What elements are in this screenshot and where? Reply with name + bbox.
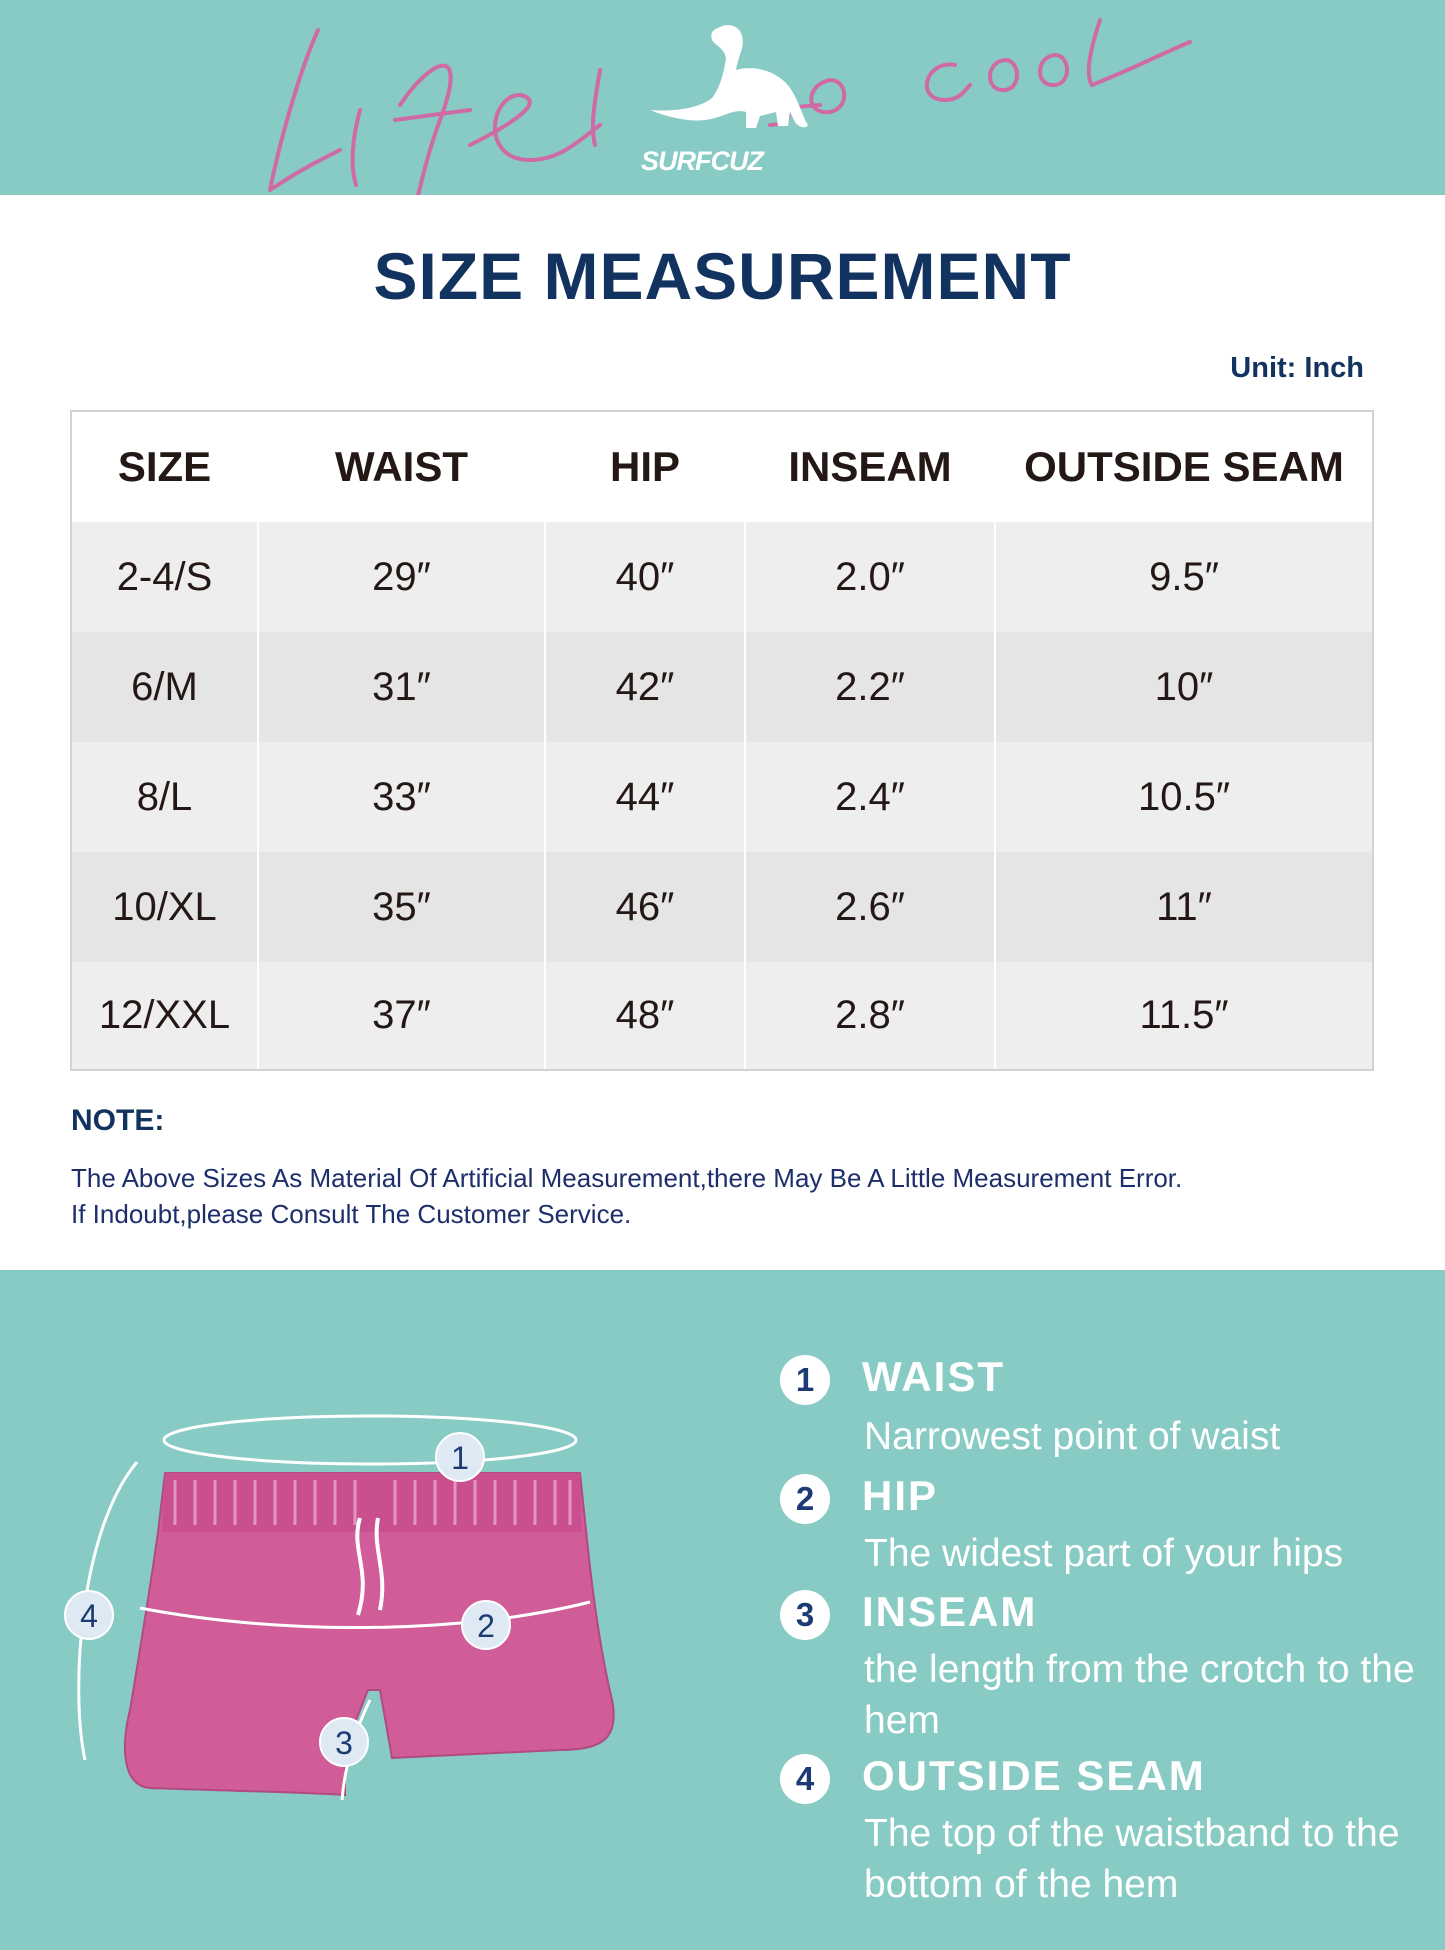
cell-outside-seam: 10.5″ [1137, 774, 1230, 819]
cell-size: 8/L [72, 742, 259, 852]
shorts-diagram: 1 2 3 4 [64, 1414, 615, 1801]
cell-waist: 31″ [259, 632, 546, 742]
cell-hip: 40″ [546, 522, 746, 632]
cell-outside-seam: 11.5″ [1139, 993, 1229, 1037]
hip-line [139, 1600, 591, 1630]
cell-hip: 42″ [546, 632, 746, 742]
marker-3: 3 [319, 1717, 369, 1767]
cell-hip: 48″ [546, 962, 746, 1069]
cell-hip: 46″ [546, 852, 746, 962]
header-outside-seam: OUTSIDE SEAM [1024, 443, 1344, 490]
svg-text:3: 3 [335, 1725, 353, 1761]
table-row: 10/XL 35″ 46″ 2.6″ 11″ [72, 852, 1372, 962]
size-table: SIZE WAIST HIP INSEAM OUTSIDE SEAM 2-4/S… [70, 410, 1374, 1071]
header-waist: WAIST [259, 412, 546, 522]
legend-number: 3 [780, 1590, 830, 1640]
svg-text:2: 2 [477, 1608, 495, 1644]
note-heading: NOTE: [71, 1104, 165, 1137]
legend-number: 1 [780, 1355, 830, 1405]
table-row: 12/XXL 37″ 48″ 2.8″ 11.5″ [72, 962, 1372, 1069]
cell-size: 2-4/S [72, 522, 259, 632]
shorts-body [123, 1472, 615, 1797]
legend-description: The widest part of your hips [864, 1532, 1344, 1575]
cell-waist: 29″ [259, 522, 546, 632]
svg-text:4: 4 [80, 1598, 98, 1634]
cell-waist: 33″ [259, 742, 546, 852]
cell-inseam: 2.2″ [746, 632, 996, 742]
waistband [162, 1473, 582, 1532]
table-row: 6/M 31″ 42″ 2.2″ 10″ [72, 632, 1372, 742]
svg-text:1: 1 [451, 1440, 469, 1476]
cell-waist: 35″ [259, 852, 546, 962]
note-line-1: The Above Sizes As Material Of Artificia… [71, 1163, 1183, 1193]
note-line-2: If Indoubt,please Consult The Customer S… [71, 1199, 632, 1229]
header-size: SIZE [72, 412, 259, 522]
waist-ellipse [162, 1414, 578, 1466]
script-lettering [268, 18, 1192, 195]
marker-2: 2 [461, 1600, 511, 1650]
header-inseam: INSEAM [746, 412, 996, 522]
cell-outside-seam: 11″ [1156, 884, 1212, 929]
legend-title: OUTSIDE SEAM [862, 1752, 1206, 1799]
header-hip: HIP [546, 412, 746, 522]
cell-inseam: 2.8″ [746, 962, 996, 1069]
table-row: 8/L 33″ 44″ 2.4″ 10.5″ [72, 742, 1372, 852]
cell-size: 10/XL [72, 852, 259, 962]
cell-inseam: 2.0″ [746, 522, 996, 632]
cell-hip: 44″ [546, 742, 746, 852]
legend-title: WAIST [862, 1353, 1005, 1400]
brand-logo: SURFCUZ [641, 146, 764, 176]
page-title: SIZE MEASUREMENT [373, 239, 1072, 313]
cell-inseam: 2.4″ [746, 742, 996, 852]
table-row: 2-4/S 29″ 40″ 2.0″ 9.5″ [72, 522, 1372, 632]
unit-label: Unit: Inch [1230, 352, 1364, 384]
cell-waist: 37″ [259, 962, 546, 1069]
legend-title: INSEAM [862, 1588, 1038, 1635]
legend-description: the length from the crotch to the hem [864, 1648, 1415, 1742]
drawstring [355, 1517, 365, 1616]
header-banner: SURFCUZ [0, 0, 1445, 195]
legend-description: Narrowest point of waist [864, 1415, 1281, 1458]
dinosaur-logo-icon [650, 25, 808, 128]
cell-size: 6/M [72, 632, 259, 742]
cell-outside-seam: 9.5″ [1149, 554, 1219, 599]
legend-description: The top of the waistband to the bottom o… [864, 1812, 1400, 1906]
legend-number: 4 [780, 1754, 830, 1804]
marker-1: 1 [435, 1432, 485, 1482]
wave-divider [0, 1271, 1445, 1292]
legend-title: HIP [862, 1472, 939, 1519]
cell-size: 12/XXL [72, 962, 259, 1069]
legend-number: 2 [780, 1474, 830, 1524]
cell-inseam: 2.6″ [746, 852, 996, 962]
marker-4: 4 [64, 1590, 114, 1640]
cell-outside-seam: 10″ [1154, 664, 1214, 709]
table-header-row: SIZE WAIST HIP INSEAM OUTSIDE SEAM [72, 412, 1372, 522]
